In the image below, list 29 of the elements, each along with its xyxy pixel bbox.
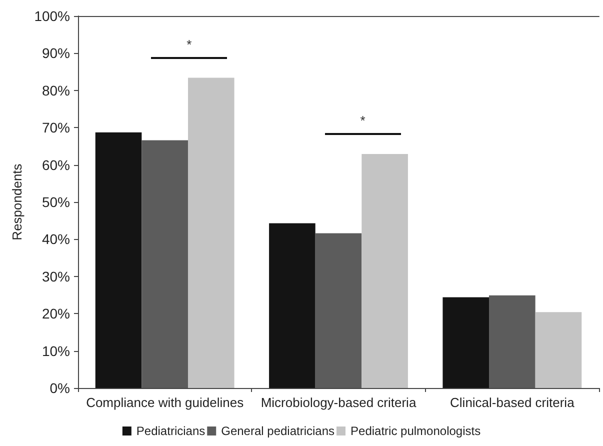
y-tick-label: 100%: [34, 8, 70, 24]
legend-label: General pediatricians: [221, 424, 335, 438]
legend-label: Pediatricians: [136, 424, 206, 438]
annotation: *: [186, 36, 193, 52]
x-tick-label: Microbiology-based criteria: [260, 395, 417, 410]
y-tick-label: 90%: [42, 45, 70, 62]
bar: [489, 295, 536, 388]
y-tick-label: 10%: [42, 342, 70, 359]
bar: [188, 78, 234, 388]
x-tick-label: Clinical-based criteria: [450, 395, 576, 410]
y-tick-label: 80%: [42, 82, 70, 98]
bar: [142, 140, 188, 388]
bar: [269, 223, 316, 388]
bar: [315, 233, 362, 388]
y-tick-label: 30%: [42, 268, 70, 284]
y-tick-label: 60%: [42, 156, 70, 173]
annotation: *: [359, 113, 366, 128]
y-tick-label: 50%: [42, 194, 70, 210]
y-axis-title: Respondents: [9, 163, 24, 240]
y-tick-label: 40%: [42, 231, 70, 248]
bar: [535, 312, 582, 388]
bar: [442, 297, 490, 388]
y-tick-label: 0%: [50, 380, 70, 396]
y-tick-label: 20%: [42, 306, 70, 322]
bar: [95, 132, 142, 388]
x-tick-label: Compliance with guidelines: [86, 395, 244, 410]
legend-label: Pediatric pulmonologists: [350, 424, 481, 438]
y-tick-label: 70%: [42, 120, 70, 136]
bar: [362, 154, 408, 388]
